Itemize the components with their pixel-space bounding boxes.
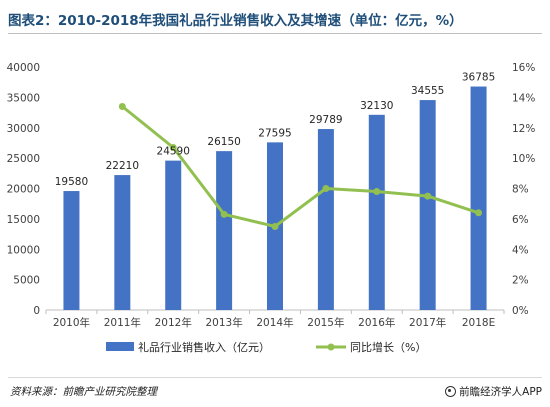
legend-bar-label: 礼品行业销售收入（亿元） [138, 340, 270, 354]
growth-point-2015年 [322, 185, 330, 192]
bar-2017年 [419, 100, 436, 311]
bar-2012年 [165, 160, 182, 310]
y-right-tick-label: 4% [512, 244, 529, 256]
footer-divider [8, 377, 542, 378]
bar-2013年 [216, 151, 233, 310]
y-right-tick-label: 12% [512, 123, 535, 135]
bar-value-label: 32130 [360, 100, 393, 112]
growth-point-2014年 [271, 222, 279, 230]
bar-value-label: 34555 [411, 85, 444, 97]
brand-credit: 前瞻经济学人APP [445, 384, 542, 399]
x-tick-label: 2017年 [409, 316, 446, 329]
growth-line [121, 105, 480, 228]
x-tick-label: 2016年 [358, 316, 395, 329]
growth-point-2013年 [220, 210, 228, 218]
bar-2015年 [317, 129, 334, 310]
page-title: 图表2：2010-2018年我国礼品行业销售收入及其增速（单位：亿元，%） [8, 13, 463, 29]
bar-line-combo-chart: 0 5000 10000 15000 20000 25000 30000 35000 40000… [7, 62, 536, 354]
growth-point-2016年 [373, 188, 381, 196]
bar-value-label: 29789 [309, 114, 342, 126]
x-tick-label: 2010年 [53, 316, 90, 329]
bar-2018E [470, 86, 487, 310]
title-divider [8, 33, 542, 34]
y-left-tick-label: 30000 [7, 123, 40, 135]
y-right-tick-label: 10% [512, 153, 535, 165]
bar-value-label: 24590 [157, 146, 190, 158]
x-tick-label: 2012年 [155, 316, 192, 329]
legend-line-marker [327, 343, 335, 351]
legend-bar-swatch [106, 342, 134, 351]
x-tick-label: 2015年 [307, 316, 344, 329]
y-left-tick-label: 25000 [7, 153, 40, 165]
legend-line-label: 同比增长（%） [350, 340, 426, 354]
y-left-tick-label: 0 [33, 305, 40, 317]
y-left-tick-label: 20000 [7, 184, 40, 196]
x-tick-label: 2018E [462, 317, 495, 329]
growth-point-2018E [475, 209, 483, 217]
brand-label: 前瞻经济学人APP [459, 386, 542, 398]
bar-value-label: 36785 [462, 72, 495, 84]
bar-value-label: 19580 [55, 176, 88, 188]
bar-2010年 [63, 191, 80, 310]
growth-point-2017年 [424, 192, 432, 200]
y-right-tick-label: 2% [512, 275, 529, 287]
x-tick-label: 2013年 [205, 316, 242, 329]
y-left-tick-label: 5000 [13, 275, 40, 287]
y-left-tick-label: 10000 [7, 244, 40, 256]
y-right-tick-label: 16% [512, 62, 535, 74]
y-right-tick-label: 14% [512, 92, 535, 104]
y-left-tick-label: 35000 [7, 92, 40, 104]
y-right-tick-label: 8% [512, 184, 529, 196]
bar-value-label: 27595 [258, 127, 291, 139]
x-tick-label: 2011年 [104, 316, 141, 329]
bar-2011年 [114, 175, 131, 310]
y-left-tick-label: 15000 [7, 214, 40, 226]
bar-value-label: 22210 [106, 160, 139, 172]
y-right-tick-label: 6% [512, 214, 529, 226]
brand-logo-icon [445, 386, 457, 397]
growth-point-2011年 [118, 102, 126, 110]
bar-2016年 [368, 114, 385, 311]
y-right-tick-label: 0% [512, 305, 529, 317]
y-left-tick-label: 40000 [7, 62, 40, 74]
x-tick-label: 2014年 [256, 316, 293, 329]
source-note: 资料来源：前瞻产业研究院整理 [10, 386, 157, 398]
growth-point-2012年 [169, 143, 177, 151]
bar-value-label: 26150 [207, 136, 240, 148]
